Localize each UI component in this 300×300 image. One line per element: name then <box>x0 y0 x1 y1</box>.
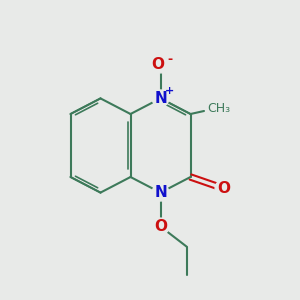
Text: CH₃: CH₃ <box>207 102 230 115</box>
Text: +: + <box>165 86 174 96</box>
Text: N: N <box>154 185 167 200</box>
Text: O: O <box>154 219 167 234</box>
Circle shape <box>215 180 232 197</box>
Text: N: N <box>154 91 167 106</box>
Text: O: O <box>217 181 230 196</box>
Text: -: - <box>167 52 172 66</box>
Text: O: O <box>151 57 164 72</box>
Circle shape <box>152 90 169 107</box>
Circle shape <box>152 218 169 235</box>
Circle shape <box>152 56 169 73</box>
Circle shape <box>152 184 169 201</box>
